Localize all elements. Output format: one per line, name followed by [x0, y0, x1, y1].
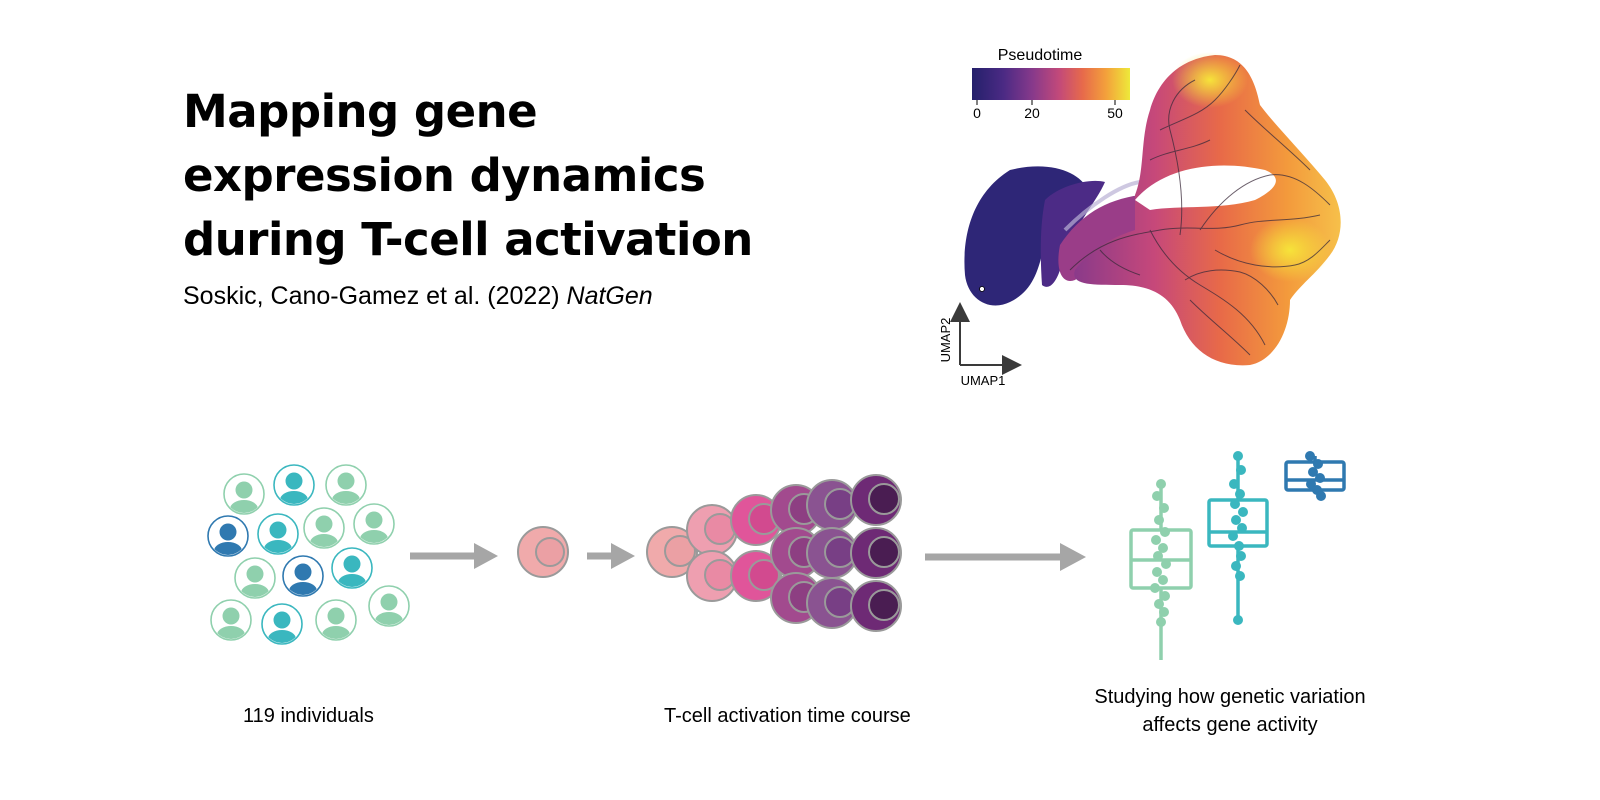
boxplot-point — [1152, 567, 1162, 577]
boxplot-point — [1154, 599, 1164, 609]
title-line-3: during T-cell activation — [183, 213, 753, 266]
boxplot-genotype-1 — [1129, 479, 1193, 660]
activated-t-cell — [850, 474, 902, 526]
flow-arrows — [410, 543, 1086, 571]
person-icon — [223, 473, 265, 515]
boxplot-point — [1316, 491, 1326, 501]
activated-t-cell — [646, 526, 698, 578]
person-icon — [331, 547, 373, 589]
boxplot-point — [1150, 583, 1160, 593]
caption-study-line-1: Studying how genetic variation — [1094, 686, 1366, 708]
arrow-1 — [410, 543, 498, 569]
boxplot-genotype-3 — [1284, 451, 1346, 501]
umap-late-cluster — [1074, 55, 1341, 366]
arrow-3 — [925, 543, 1086, 571]
boxplot-point — [1156, 479, 1166, 489]
boxplot-point — [1231, 561, 1241, 571]
activated-t-cell — [850, 527, 902, 579]
individuals-cluster — [207, 464, 410, 645]
boxplot-point — [1315, 473, 1325, 483]
boxplot-point — [1154, 515, 1164, 525]
umap1-label: UMAP1 — [961, 373, 1006, 388]
boxplot-point — [1228, 531, 1238, 541]
colorbar-tick-20: 20 — [1024, 105, 1040, 121]
boxplot-point — [1158, 543, 1168, 553]
boxplot-point — [1231, 515, 1241, 525]
umap-plot: Pseudotime 0 20 50 — [938, 47, 1341, 388]
person-icon — [368, 585, 410, 627]
caption-study: Studying how genetic variation affects g… — [1080, 683, 1380, 739]
colorbar-title: Pseudotime — [998, 47, 1083, 64]
boxplot-point — [1160, 527, 1170, 537]
boxplot-point — [1160, 591, 1170, 601]
root-point — [979, 286, 985, 292]
boxplot-point — [1158, 575, 1168, 585]
person-icon — [315, 599, 357, 641]
title-line-1: Mapping gene — [183, 85, 538, 138]
boxplot-point — [1308, 467, 1318, 477]
activated-t-cell — [686, 550, 738, 602]
boxplot-point — [1313, 459, 1323, 469]
boxplot-point — [1152, 491, 1162, 501]
person-icon — [303, 507, 345, 549]
person-icon — [210, 599, 252, 641]
boxplot-genotype-2 — [1207, 451, 1269, 625]
boxplot-point — [1236, 551, 1246, 561]
citation-journal: NatGen — [566, 282, 653, 310]
page-title: Mapping gene expression dynamics during … — [183, 80, 803, 272]
activated-t-cell — [806, 577, 858, 629]
colorbar — [972, 68, 1130, 100]
umap2-label: UMAP2 — [938, 318, 953, 363]
boxplot-point — [1156, 617, 1166, 627]
boxplot-point — [1305, 451, 1315, 461]
activated-t-cell — [806, 479, 858, 531]
boxplot-point — [1229, 479, 1239, 489]
caption-time-course: T-cell activation time course — [664, 705, 911, 727]
boxplot-point — [1233, 451, 1243, 461]
activated-t-cell — [730, 550, 782, 602]
boxplot-point — [1237, 523, 1247, 533]
person-icon — [325, 464, 367, 506]
person-icon — [234, 557, 276, 599]
boxplot-point — [1230, 499, 1240, 509]
citation-authors: Soskic, Cano-Gamez et al. (2022) — [183, 282, 560, 310]
activation-time-course-cells — [646, 474, 902, 632]
person-icon — [207, 515, 249, 557]
activated-t-cell — [686, 504, 738, 556]
arrow-2 — [587, 543, 635, 569]
boxplot-point — [1159, 607, 1169, 617]
person-icon — [261, 603, 303, 645]
title-line-2: expression dynamics — [183, 149, 706, 202]
boxplot-point — [1161, 559, 1171, 569]
naive-t-cell — [517, 526, 569, 578]
colorbar-tick-50: 50 — [1107, 105, 1123, 121]
eqtl-boxplots — [1129, 451, 1346, 660]
activated-t-cell — [850, 580, 902, 632]
caption-individuals: 119 individuals — [243, 705, 374, 727]
boxplot-point — [1151, 535, 1161, 545]
citation: Soskic, Cano-Gamez et al. (2022) NatGen — [183, 282, 653, 311]
person-icon — [282, 555, 324, 597]
person-icon — [273, 464, 315, 506]
boxplot-point — [1236, 465, 1246, 475]
person-icon — [353, 503, 395, 545]
activated-t-cell — [806, 527, 858, 579]
boxplot-point — [1159, 503, 1169, 513]
trajectory-lines — [1069, 64, 1331, 356]
colorbar-tick-0: 0 — [973, 105, 981, 121]
boxplot-point — [1235, 489, 1245, 499]
boxplot-point — [1233, 615, 1243, 625]
boxplot-point — [1238, 507, 1248, 517]
boxplot-point — [1153, 551, 1163, 561]
boxplot-point — [1235, 571, 1245, 581]
caption-study-line-2: affects gene activity — [1142, 714, 1318, 736]
person-icon — [257, 513, 299, 555]
boxplot-point — [1234, 541, 1244, 551]
